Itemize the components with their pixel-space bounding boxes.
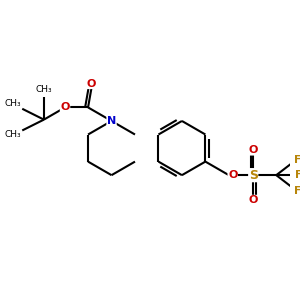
Text: F: F xyxy=(294,155,300,165)
Text: O: O xyxy=(249,145,258,155)
Text: CH₃: CH₃ xyxy=(36,85,52,94)
Text: N: N xyxy=(107,116,116,126)
Text: O: O xyxy=(60,102,70,112)
Text: CH₃: CH₃ xyxy=(4,99,21,108)
Text: O: O xyxy=(87,79,96,88)
Text: F: F xyxy=(294,186,300,196)
Text: S: S xyxy=(249,169,258,182)
Text: O: O xyxy=(228,170,237,180)
Text: CH₃: CH₃ xyxy=(4,130,21,139)
Text: F: F xyxy=(295,170,300,180)
Text: O: O xyxy=(249,195,258,205)
